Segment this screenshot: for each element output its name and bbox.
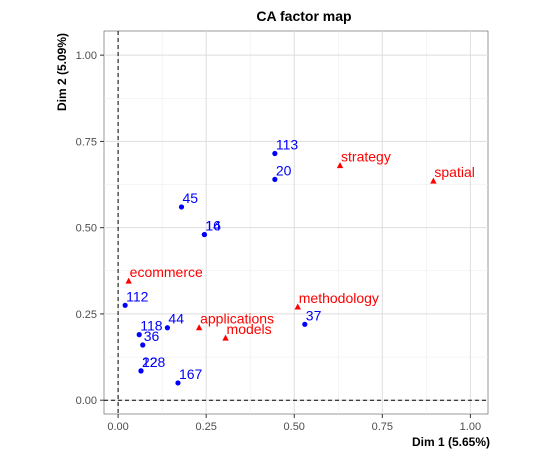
reference-lines (104, 31, 488, 414)
row-point-marker (175, 380, 181, 386)
row-point-label: 36 (144, 328, 160, 344)
row-point-label: 118 (140, 318, 163, 334)
row-point-label: 167 (179, 366, 203, 382)
column-point-marker (294, 303, 301, 310)
y-tick-label: 0.25 (76, 309, 97, 321)
column-point-marker (222, 334, 229, 341)
y-axis-title: Dim 2 (5.09%) (55, 33, 69, 111)
row-point-label: 20 (276, 162, 292, 178)
x-axis-title: Dim 1 (5.65%) (412, 435, 490, 449)
row-point-label: 113 (276, 136, 299, 152)
x-tick-label: 0.00 (107, 421, 128, 433)
column-point-marker (125, 277, 132, 284)
row-point-marker (272, 150, 278, 157)
row-point-marker (201, 231, 208, 238)
column-points: strategy spatial ecommerce methodology appli… (125, 149, 475, 341)
x-tick-label: 0.25 (195, 421, 216, 433)
x-tick-label: 1.00 (460, 421, 481, 433)
column-point-label: ecommerce (130, 264, 203, 280)
column-point-label: models (227, 321, 272, 337)
column-point-label: spatial (434, 164, 474, 180)
row-point-marker (138, 368, 144, 374)
row-point-marker (122, 302, 128, 308)
row-point-label: 45 (183, 190, 199, 206)
y-tick-label: 0.75 (76, 136, 97, 148)
row-point-marker (272, 176, 278, 182)
row-point-label: 16 (205, 218, 221, 234)
x-axis-ticks: 0.00 0.25 0.50 0.75 1.00 (107, 414, 481, 433)
column-point-label: methodology (299, 290, 379, 306)
y-tick-label: 0.00 (76, 395, 97, 407)
grid-minor (104, 31, 488, 414)
row-point-label: 128 (142, 354, 166, 370)
row-point-marker (164, 325, 171, 331)
chart-title: CA factor map (256, 8, 351, 24)
plot-panel (103, 30, 489, 415)
x-tick-label: 0.75 (372, 421, 393, 433)
y-axis-ticks: 0.00 0.25 0.50 0.75 1.00 (76, 50, 104, 407)
row-point-label: 14 (205, 218, 221, 234)
row-point-label: 112 (126, 288, 149, 304)
row-point-marker (178, 204, 185, 210)
row-point-marker (140, 342, 146, 348)
y-tick-label: 1.00 (76, 50, 97, 62)
column-point-marker (430, 177, 437, 184)
column-point-label: strategy (341, 149, 391, 165)
column-point-marker (195, 324, 203, 331)
row-point-label: 22 (142, 354, 158, 370)
column-point-label: applications (200, 311, 274, 327)
x-tick-label: 0.50 (284, 421, 305, 433)
column-point-marker (336, 162, 344, 169)
y-tick-label: 0.50 (76, 223, 97, 235)
row-point-label: 44 (168, 311, 184, 327)
row-point-marker (136, 332, 142, 338)
row-point-label: 37 (306, 307, 322, 323)
row-point-marker (302, 321, 308, 327)
